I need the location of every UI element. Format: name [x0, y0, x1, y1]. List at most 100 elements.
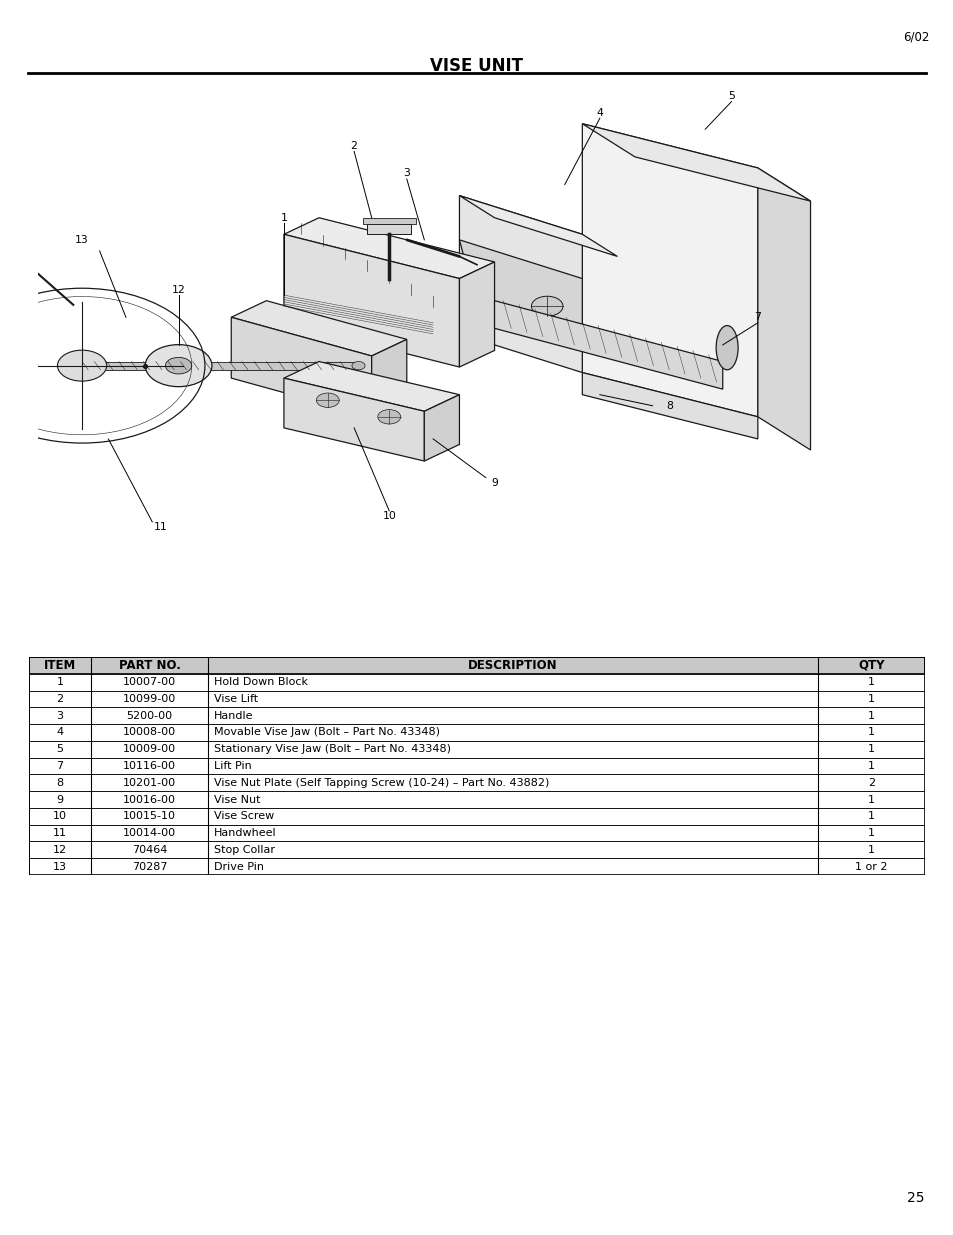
Text: 3: 3 [403, 168, 410, 179]
Polygon shape [284, 378, 424, 461]
Text: 10014-00: 10014-00 [123, 829, 176, 839]
Text: 3: 3 [56, 710, 64, 721]
Text: 8: 8 [56, 778, 64, 788]
Text: 1: 1 [867, 694, 874, 704]
Bar [29, 757, 924, 774]
Text: 5: 5 [56, 745, 64, 755]
Polygon shape [284, 235, 459, 367]
Text: 10099-00: 10099-00 [123, 694, 176, 704]
Text: 70464: 70464 [132, 845, 167, 855]
Text: 9: 9 [56, 794, 64, 804]
Text: Vise Nut Plate (Self Tapping Screw (10-24) – Part No. 43882): Vise Nut Plate (Self Tapping Screw (10-2… [214, 778, 549, 788]
Text: 11: 11 [154, 522, 168, 532]
Text: 9: 9 [491, 478, 497, 488]
Text: Handwheel: Handwheel [214, 829, 276, 839]
Text: 10008-00: 10008-00 [123, 727, 176, 737]
Text: 10015-10: 10015-10 [123, 811, 176, 821]
Text: Stationary Vise Jaw (Bolt – Part No. 43348): Stationary Vise Jaw (Bolt – Part No. 433… [214, 745, 451, 755]
Bar [29, 808, 924, 825]
Text: 2: 2 [867, 778, 874, 788]
Text: 1: 1 [56, 677, 64, 687]
Text: 1: 1 [867, 794, 874, 804]
Text: 1: 1 [867, 710, 874, 721]
Bar [29, 841, 924, 858]
Text: 10009-00: 10009-00 [123, 745, 176, 755]
Bar [29, 708, 924, 724]
Polygon shape [284, 362, 459, 411]
Text: PART NO.: PART NO. [118, 659, 180, 672]
Text: Movable Vise Jaw (Bolt – Part No. 43348): Movable Vise Jaw (Bolt – Part No. 43348) [214, 727, 439, 737]
Text: 13: 13 [75, 235, 89, 245]
Text: 4: 4 [596, 107, 602, 117]
Bar [367, 225, 411, 235]
Text: 1 or 2: 1 or 2 [855, 862, 887, 872]
Text: Vise Nut: Vise Nut [214, 794, 260, 804]
Polygon shape [231, 317, 372, 416]
Text: 10007-00: 10007-00 [123, 677, 176, 687]
Text: 70287: 70287 [132, 862, 168, 872]
Bar [29, 674, 924, 690]
Polygon shape [284, 217, 494, 279]
Text: Hold Down Block: Hold Down Block [214, 677, 308, 687]
Text: 7: 7 [56, 761, 64, 771]
Circle shape [145, 345, 212, 387]
Circle shape [377, 410, 400, 424]
Text: 8: 8 [666, 400, 673, 411]
Polygon shape [581, 373, 757, 438]
Polygon shape [581, 124, 757, 416]
Text: Stop Collar: Stop Collar [214, 845, 275, 855]
Text: 10: 10 [53, 811, 67, 821]
Text: 11: 11 [53, 829, 67, 839]
Text: Vise Screw: Vise Screw [214, 811, 274, 821]
Polygon shape [459, 195, 581, 373]
Text: 10201-00: 10201-00 [123, 778, 176, 788]
Polygon shape [459, 240, 581, 333]
Text: 12: 12 [52, 845, 67, 855]
Ellipse shape [716, 326, 738, 369]
Text: 2: 2 [56, 694, 64, 704]
Text: 6/02: 6/02 [902, 30, 929, 43]
Bar [29, 690, 924, 708]
Polygon shape [424, 395, 459, 461]
Text: 1: 1 [867, 829, 874, 839]
Text: 7: 7 [754, 312, 760, 322]
Text: 4: 4 [56, 727, 64, 737]
Text: 12: 12 [172, 284, 185, 295]
Bar [29, 774, 924, 792]
Text: Lift Pin: Lift Pin [214, 761, 252, 771]
Bar [29, 741, 924, 757]
Text: Handle: Handle [214, 710, 253, 721]
Bar [29, 858, 924, 876]
Text: 5200-00: 5200-00 [127, 710, 172, 721]
Text: Drive Pin: Drive Pin [214, 862, 264, 872]
Text: 1: 1 [867, 811, 874, 821]
Bar [29, 724, 924, 741]
Polygon shape [581, 124, 810, 201]
Bar [29, 657, 924, 674]
Text: DESCRIPTION: DESCRIPTION [468, 659, 558, 672]
Text: QTY: QTY [858, 659, 883, 672]
Text: 5: 5 [727, 91, 734, 101]
Polygon shape [757, 168, 810, 450]
Text: 1: 1 [867, 845, 874, 855]
Text: 10: 10 [382, 511, 395, 521]
Polygon shape [494, 300, 722, 389]
Text: 1: 1 [280, 212, 287, 222]
Text: 10116-00: 10116-00 [123, 761, 176, 771]
Ellipse shape [352, 362, 365, 369]
Text: 1: 1 [867, 745, 874, 755]
Polygon shape [459, 195, 617, 257]
Text: 1: 1 [867, 677, 874, 687]
Text: 25: 25 [906, 1191, 924, 1205]
Circle shape [531, 296, 562, 316]
Text: 2: 2 [351, 141, 357, 151]
Polygon shape [65, 362, 354, 369]
Polygon shape [372, 340, 406, 416]
Text: 10016-00: 10016-00 [123, 794, 176, 804]
Polygon shape [231, 300, 406, 356]
Circle shape [165, 357, 192, 374]
Bar [29, 825, 924, 841]
Bar [362, 217, 416, 225]
Text: 1: 1 [867, 761, 874, 771]
Bar [29, 792, 924, 808]
